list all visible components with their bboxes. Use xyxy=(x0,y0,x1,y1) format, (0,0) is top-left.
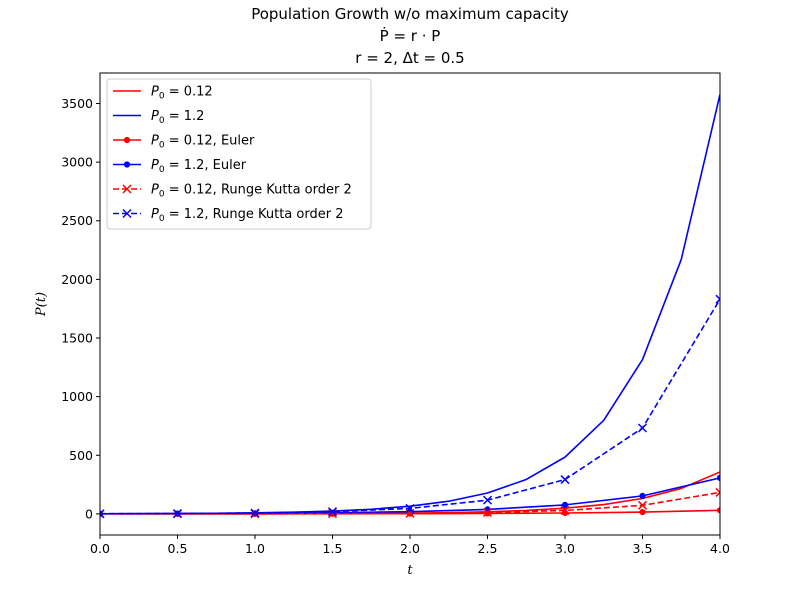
marker-stroke xyxy=(482,495,493,505)
legend-label: P0 = 1.2 xyxy=(151,109,204,126)
x-tick-label: 3.0 xyxy=(555,541,575,556)
legend-label: P0 = 0.12, Runge Kutta order 2 xyxy=(151,183,352,200)
data-point-marker xyxy=(122,184,132,194)
marker-stroke xyxy=(715,491,720,497)
data-point-marker xyxy=(561,501,569,508)
marker-stroke xyxy=(172,509,183,519)
legend-label: P0 = 1.2, Runge Kutta order 2 xyxy=(151,207,343,224)
data-point-marker xyxy=(122,208,132,219)
marker-stroke xyxy=(637,500,648,510)
data-point-marker xyxy=(482,507,493,518)
data-point-marker xyxy=(716,507,720,514)
marker-stroke xyxy=(637,423,648,433)
x-tick-label: 3.5 xyxy=(633,541,653,556)
marker-stroke xyxy=(715,294,720,301)
chart-subtitle-equation: Ṗ = r · P xyxy=(380,26,441,45)
x-tick-label: 1.0 xyxy=(245,541,265,556)
x-axis-label: t xyxy=(407,563,413,578)
x-tick-label: 1.5 xyxy=(323,541,343,556)
data-point-marker xyxy=(560,475,570,485)
legend: P0 = 0.12 P0 = 1.2 P0 = 0.12, Euler P0 = 1.… xyxy=(106,78,372,230)
data-point-marker xyxy=(639,492,646,499)
data-point-marker xyxy=(716,474,720,481)
plot-area xyxy=(100,94,720,519)
y-axis-label: P(t) xyxy=(34,292,49,317)
marker-stroke xyxy=(715,298,720,304)
legend-item: P0 = 0.12 xyxy=(113,85,213,102)
legend-label: P0 = 1.2, Euler xyxy=(151,158,247,175)
y-tick-label: 1000 xyxy=(61,389,93,404)
legend-label: P0 = 0.12 xyxy=(151,85,213,102)
marker-stroke xyxy=(405,503,415,513)
data-point-marker xyxy=(327,507,338,517)
data-point-marker xyxy=(172,509,183,519)
data-point-marker xyxy=(482,495,493,505)
x-tick-label: 0.5 xyxy=(168,541,188,556)
marker-stroke xyxy=(250,508,260,518)
x-tick-label: 0.0 xyxy=(90,541,110,556)
y-tick-label: 1500 xyxy=(61,331,93,346)
y-tick-label: 500 xyxy=(69,448,93,463)
marker-stroke xyxy=(122,184,132,194)
marker-stroke xyxy=(482,507,493,518)
y-tick-label: 2500 xyxy=(61,213,93,228)
series-6 xyxy=(100,294,720,519)
marker-stroke xyxy=(715,487,720,494)
axes-ticks: 0.0 0.5 1.0 1.5 2.0 2.5 3.0 3.5 4.0 0 500 1000 1500 2… xyxy=(61,96,730,556)
data-point-marker xyxy=(405,503,415,513)
y-tick-label: 3500 xyxy=(61,96,93,111)
marker-stroke xyxy=(560,505,570,515)
axes-frame xyxy=(99,72,721,536)
x-tick-label: 2.5 xyxy=(478,541,498,556)
data-point-marker xyxy=(715,487,720,497)
x-tick-label: 2.0 xyxy=(400,541,420,556)
data-point-marker xyxy=(123,161,131,168)
legend-item: P0 = 0.12, Euler xyxy=(113,134,255,151)
data-point-marker xyxy=(250,508,260,518)
data-point-marker xyxy=(123,136,131,144)
marker-stroke xyxy=(122,208,132,219)
legend-item: P0 = 1.2 xyxy=(113,109,204,126)
data-point-marker xyxy=(637,423,648,433)
data-point-marker xyxy=(560,505,570,515)
legend-item: P0 = 1.2, Runge Kutta order 2 xyxy=(113,207,343,224)
x-tick-label: 4.0 xyxy=(710,541,730,556)
marker-stroke xyxy=(100,509,105,515)
y-tick-label: 2000 xyxy=(61,272,93,287)
legend-item: P0 = 0.12, Runge Kutta order 2 xyxy=(113,183,352,200)
marker-stroke xyxy=(327,507,338,517)
chart-subtitle-parameters: r = 2, Δt = 0.5 xyxy=(355,49,464,67)
marker-stroke xyxy=(100,512,105,519)
legend-label: P0 = 0.12, Euler xyxy=(151,134,255,151)
legend-item: P0 = 1.2, Euler xyxy=(113,158,247,175)
data-point-marker xyxy=(715,294,720,304)
data-point-marker xyxy=(639,508,646,516)
chart-title: Population Growth w/o maximum capacity xyxy=(251,5,569,23)
y-tick-label: 3000 xyxy=(61,155,93,170)
legend-box xyxy=(106,78,372,230)
y-tick-label: 0 xyxy=(85,506,93,521)
marker-stroke xyxy=(560,475,570,485)
data-point-marker xyxy=(637,500,648,510)
data-point-marker xyxy=(100,509,105,519)
